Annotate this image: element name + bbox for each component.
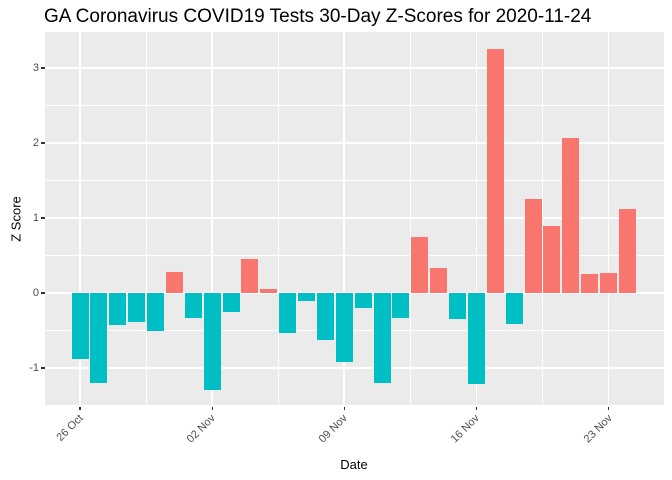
minor-gridline-v bbox=[277, 31, 279, 406]
y-tick-mark bbox=[41, 292, 45, 294]
x-tick-mark bbox=[211, 406, 213, 410]
minor-gridline-v bbox=[541, 31, 543, 406]
minor-gridline-v bbox=[409, 31, 411, 406]
x-tick-mark bbox=[343, 406, 345, 410]
bar-2020-11-15 bbox=[449, 293, 466, 319]
bar-2020-10-30 bbox=[147, 293, 164, 332]
y-tick-mark bbox=[41, 67, 45, 69]
minor-gridline-h bbox=[44, 180, 664, 181]
chart-title: GA Coronavirus COVID19 Tests 30-Day Z-Sc… bbox=[44, 6, 592, 27]
major-gridline-v bbox=[211, 31, 213, 406]
bar-2020-11-08 bbox=[316, 293, 334, 341]
bar-2020-11-14 bbox=[430, 267, 448, 293]
major-gridline-h bbox=[44, 67, 664, 69]
bar-2020-11-20 bbox=[543, 226, 561, 293]
bar-2020-11-04 bbox=[241, 259, 259, 293]
bar-2020-11-17 bbox=[486, 49, 504, 293]
x-tick-mark bbox=[79, 406, 81, 410]
y-tick-mark bbox=[41, 142, 45, 144]
minor-gridline-h bbox=[44, 405, 664, 406]
bar-2020-11-11 bbox=[373, 293, 391, 383]
bar-2020-11-18 bbox=[505, 293, 523, 324]
x-tick-label: 16 Nov bbox=[449, 412, 483, 446]
x-tick-label: 23 Nov bbox=[581, 412, 615, 446]
minor-gridline-h bbox=[44, 255, 664, 256]
bar-2020-11-24 bbox=[618, 209, 636, 293]
bar-2020-11-07 bbox=[298, 293, 315, 302]
x-tick-mark bbox=[607, 406, 610, 410]
major-gridline-h bbox=[44, 367, 664, 369]
bar-2020-11-01 bbox=[184, 293, 202, 318]
bar-2020-10-27 bbox=[90, 293, 108, 383]
bar-2020-11-23 bbox=[600, 272, 617, 293]
bar-2020-11-05 bbox=[260, 288, 278, 293]
plot-panel bbox=[44, 31, 664, 406]
bar-2020-10-29 bbox=[128, 293, 146, 323]
bar-2020-10-28 bbox=[109, 293, 127, 325]
y-tick-label: 0 bbox=[32, 286, 39, 299]
x-tick-mark bbox=[475, 406, 477, 410]
bar-2020-11-06 bbox=[279, 293, 297, 333]
x-tick-label: 26 Oct bbox=[54, 412, 86, 444]
major-gridline-h bbox=[44, 217, 664, 219]
minor-gridline-h bbox=[44, 105, 664, 106]
y-tick-mark bbox=[41, 217, 45, 219]
y-tick-mark bbox=[41, 367, 45, 369]
y-tick-label: 1 bbox=[32, 211, 39, 224]
bar-2020-11-13 bbox=[411, 236, 429, 293]
x-axis-title: Date bbox=[340, 457, 368, 472]
y-tick-label: 3 bbox=[32, 61, 39, 74]
minor-gridline-h bbox=[44, 330, 664, 331]
y-tick-label: -1 bbox=[29, 361, 39, 374]
bar-2020-11-22 bbox=[581, 273, 599, 293]
bar-2020-11-03 bbox=[222, 293, 240, 312]
bar-2020-11-09 bbox=[335, 293, 353, 362]
major-gridline-v bbox=[79, 31, 81, 406]
major-gridline-v bbox=[343, 31, 346, 406]
bar-2020-11-16 bbox=[467, 293, 485, 384]
bar-2020-10-26 bbox=[71, 293, 89, 359]
bar-2020-11-19 bbox=[524, 199, 542, 293]
bar-2020-11-02 bbox=[203, 293, 221, 390]
y-tick-label: 2 bbox=[32, 136, 39, 149]
x-tick-label: 02 Nov bbox=[184, 412, 218, 446]
bar-2020-11-12 bbox=[392, 293, 410, 318]
y-axis-title: Z Score bbox=[8, 196, 24, 242]
bar-2020-10-31 bbox=[165, 272, 183, 293]
major-gridline-h bbox=[44, 142, 664, 144]
minor-gridline-v bbox=[145, 31, 147, 406]
major-gridline-h bbox=[44, 292, 664, 294]
major-gridline-v bbox=[475, 31, 478, 406]
bar-2020-11-21 bbox=[562, 137, 580, 293]
bar-2020-11-10 bbox=[354, 293, 372, 308]
major-gridline-v bbox=[607, 31, 610, 406]
